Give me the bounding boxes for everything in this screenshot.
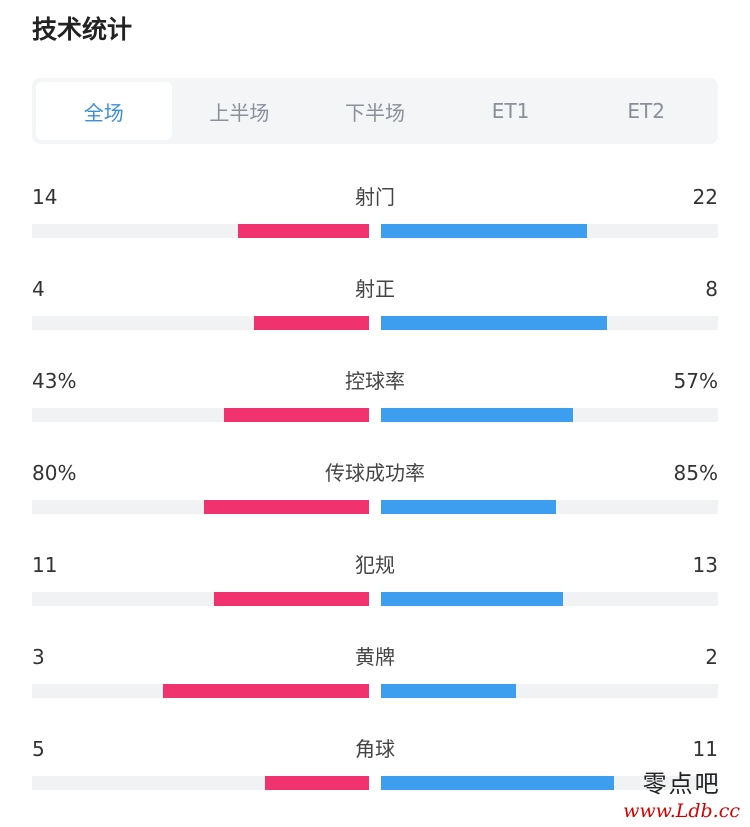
away-bar <box>381 684 516 698</box>
stat-home-value: 4 <box>32 277 45 301</box>
stat-row-fouls: 11 犯规 13 <box>32 544 718 636</box>
stat-away-value: 8 <box>705 277 718 301</box>
stat-label: 射正 <box>355 277 395 301</box>
stat-row-possession: 43% 控球率 57% <box>32 360 718 452</box>
stat-away-value: 11 <box>692 737 718 761</box>
stat-label: 角球 <box>355 737 395 761</box>
stat-label: 犯规 <box>355 553 395 577</box>
page-title: 技术统计 <box>32 15 133 44</box>
home-bar-track <box>32 592 369 606</box>
home-bar <box>237 224 369 238</box>
away-bar <box>381 408 574 422</box>
away-bar-track <box>381 316 718 330</box>
home-bar <box>163 684 369 698</box>
home-bar <box>224 408 369 422</box>
tab-et1[interactable]: ET1 <box>491 99 530 123</box>
home-bar-track <box>32 316 369 330</box>
stat-row-pass-accuracy: 80% 传球成功率 85% <box>32 452 718 544</box>
stat-row-shots: 14 射门 22 <box>32 176 718 268</box>
stat-home-value: 14 <box>32 185 58 209</box>
home-bar-track <box>32 500 369 514</box>
tab-first-half[interactable]: 上半场 <box>209 100 270 125</box>
away-bar <box>381 316 607 330</box>
stat-away-value: 85% <box>673 461 718 485</box>
home-bar <box>254 316 369 330</box>
home-bar <box>203 500 369 514</box>
stat-label: 控球率 <box>345 369 405 393</box>
home-bar <box>213 592 369 606</box>
tab-full-match[interactable]: 全场 <box>36 82 172 140</box>
home-bar-track <box>32 776 369 790</box>
stat-label: 黄牌 <box>355 645 395 669</box>
stat-home-value: 11 <box>32 553 58 577</box>
stat-home-value: 5 <box>32 737 45 761</box>
stat-home-value: 80% <box>32 461 77 485</box>
period-tabs: 全场 上半场 下半场 ET1 ET2 <box>32 78 718 144</box>
stat-label: 传球成功率 <box>325 461 425 485</box>
stat-away-value: 57% <box>673 369 718 393</box>
stat-home-value: 3 <box>32 645 45 669</box>
stat-row-yellow-cards: 3 黄牌 2 <box>32 636 718 728</box>
stat-row-shots-on-target: 4 射正 8 <box>32 268 718 360</box>
stat-label: 射门 <box>355 185 395 209</box>
stat-away-value: 2 <box>705 645 718 669</box>
stat-away-value: 13 <box>692 553 718 577</box>
away-bar-track <box>381 776 718 790</box>
tab-et2[interactable]: ET2 <box>627 99 665 123</box>
away-bar-track <box>381 592 718 606</box>
away-bar-track <box>381 500 718 514</box>
away-bar-track <box>381 224 718 238</box>
stat-row-corners: 5 角球 11 <box>32 728 718 820</box>
away-bar-track <box>381 684 718 698</box>
home-bar-track <box>32 408 369 422</box>
stats-list: 14 射门 22 4 射正 8 43% 控球率 57% 80% 传球成功率 85… <box>32 176 718 820</box>
home-bar-track <box>32 224 369 238</box>
watermark: 零点吧 www.Ldb.cc <box>623 769 740 823</box>
watermark-name: 零点吧 <box>642 770 721 798</box>
stat-away-value: 22 <box>692 185 718 209</box>
watermark-url: www.Ldb.cc <box>623 800 740 822</box>
home-bar <box>264 776 369 790</box>
away-bar <box>381 592 563 606</box>
away-bar <box>381 224 587 238</box>
away-bar <box>381 500 557 514</box>
away-bar-track <box>381 408 718 422</box>
home-bar-track <box>32 684 369 698</box>
tab-second-half[interactable]: 下半场 <box>344 100 405 125</box>
away-bar <box>381 776 614 790</box>
stat-home-value: 43% <box>32 369 77 393</box>
